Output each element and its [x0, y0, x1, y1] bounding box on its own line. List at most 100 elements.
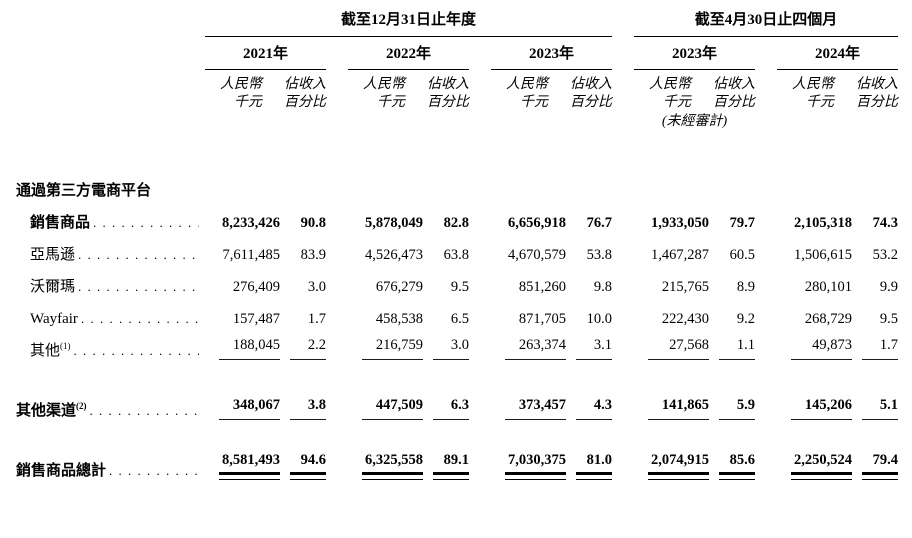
row-label-cell: 銷售商品 — [0, 200, 205, 232]
cell-value: 4,526,473 — [365, 247, 423, 264]
cell-value: 79.4 — [852, 448, 899, 480]
column-spacer — [755, 69, 777, 93]
cell-value: 1,506,615 — [794, 247, 853, 264]
cell-value: 53.8 — [586, 247, 613, 264]
cell-value: 9.5 — [450, 279, 469, 296]
cell-value: 447,509 — [348, 388, 423, 420]
cell-value: 2,105,318 — [794, 215, 853, 232]
spacer-row — [0, 130, 898, 170]
column-spacer — [326, 200, 348, 232]
footnote-marker: (1) — [60, 340, 71, 351]
cell-value: 5.1 — [852, 388, 899, 420]
rmb-header: 人民幣 — [506, 76, 548, 92]
cell-value: 60.5 — [729, 247, 756, 264]
column-spacer — [326, 388, 348, 420]
column-spacer — [755, 448, 777, 480]
column-spacer — [612, 296, 634, 328]
rmb-header: 人民幣 — [649, 76, 692, 92]
rmb-unit-header: 千元 — [234, 94, 262, 110]
cell-value: 1,933,050 — [651, 215, 710, 232]
column-spacer — [612, 37, 634, 69]
rmb-unit-header: 千元 — [806, 94, 835, 110]
column-spacer — [469, 37, 491, 69]
cell-value: 8.9 — [736, 279, 756, 296]
cell-value: 263,374 — [491, 328, 566, 360]
row-label: Wayfair — [30, 310, 78, 327]
column-spacer — [755, 388, 777, 420]
corner-cell — [0, 111, 205, 130]
cell-value: 49,873 — [777, 328, 853, 360]
column-spacer — [469, 328, 491, 360]
table-row-other-channels: 其他渠道(2) 348,067 3.8 447,509 6.3 373,457 … — [0, 388, 899, 420]
cell-value: 2,250,524 — [777, 448, 853, 480]
cell-value: 3.1 — [566, 328, 613, 360]
cell-value: 9.9 — [879, 279, 899, 296]
table-row-amazon: 亞馬遜 7,611,485 83.9 4,526,473 63.8 4,670,… — [0, 232, 898, 264]
table-row-section: 通過第三方電商平台 — [0, 170, 898, 200]
pct-header: 佔收入 — [284, 76, 326, 92]
column-spacer — [612, 388, 634, 420]
cell-value: 79.7 — [729, 215, 756, 232]
column-spacer — [612, 69, 634, 93]
empty-cell — [348, 111, 469, 130]
empty-cell — [491, 111, 612, 130]
column-spacer — [755, 296, 777, 328]
cell-value: 6.3 — [423, 388, 469, 420]
column-spacer — [469, 111, 491, 130]
column-spacer — [612, 12, 634, 37]
rmb-unit-header: 千元 — [377, 94, 405, 110]
pct-unit-header: 百分比 — [856, 94, 899, 110]
row-label-cell: Wayfair — [0, 296, 205, 328]
cell-value: 3.0 — [307, 279, 326, 296]
cell-value: 280,101 — [804, 279, 853, 296]
cell-value: 216,759 — [348, 328, 423, 360]
cell-value: 76.7 — [586, 215, 613, 232]
spacer-row — [0, 420, 898, 448]
cell-value: 2,074,915 — [634, 448, 710, 480]
cell-value: 63.8 — [443, 247, 469, 264]
column-spacer — [326, 111, 348, 130]
cell-value: 90.8 — [300, 215, 326, 232]
cell-value: 9.5 — [879, 311, 899, 328]
column-spacer — [612, 448, 634, 480]
cell-value: 83.9 — [300, 247, 326, 264]
revenue-by-channel-table: 截至12月31日止年度 截至4月30日止四個月 2021年 2022年 2023… — [0, 12, 899, 480]
rmb-unit-header: 千元 — [663, 94, 692, 110]
spacer-cell — [0, 420, 898, 448]
pct-header: 佔收入 — [713, 76, 756, 92]
rmb-unit-header: 千元 — [520, 94, 548, 110]
rmb-header: 人民幣 — [363, 76, 405, 92]
cell-value: 676,279 — [375, 279, 423, 296]
cell-value: 9.8 — [593, 279, 613, 296]
period-group-header-row: 截至12月31日止年度 截至4月30日止四個月 — [0, 12, 899, 38]
corner-cell — [0, 12, 205, 37]
spacer-cell — [0, 360, 898, 388]
rmb-header: 人民幣 — [792, 76, 835, 92]
column-spacer — [326, 264, 348, 296]
unit-header-row-1: 人民幣 佔收入 人民幣 佔收入 人民幣 佔收入 人民幣 佔收入 人民幣 佔收入 — [0, 69, 898, 93]
cell-value: 85.6 — [709, 448, 756, 480]
cell-value: 145,206 — [777, 388, 853, 420]
spacer-cell — [0, 130, 898, 170]
column-spacer — [612, 264, 634, 296]
table-row-walmart: 沃爾瑪 276,409 3.0 676,279 9.5 851,260 9.8 … — [0, 264, 898, 296]
cell-value: 27,568 — [634, 328, 710, 360]
cell-value: 8,581,493 — [205, 448, 280, 480]
row-label-cell: 銷售商品總計 — [0, 448, 205, 480]
pct-header: 佔收入 — [427, 76, 469, 92]
cell-value: 222,430 — [661, 311, 710, 328]
period-group-four-months: 截至4月30日止四個月 — [634, 12, 899, 38]
cell-value: 3.0 — [423, 328, 469, 360]
column-spacer — [755, 93, 777, 111]
unaudited-note: (未經審計) — [661, 113, 728, 129]
year-header-2023: 2023年 — [491, 36, 613, 70]
cell-value: 871,705 — [518, 311, 566, 328]
cell-value: 5,878,049 — [365, 215, 423, 232]
cell-value: 268,729 — [804, 311, 853, 328]
unaudited-note-row: (未經審計) — [0, 111, 898, 130]
cell-value: 6,325,558 — [348, 448, 423, 480]
column-spacer — [612, 232, 634, 264]
table-row-sales: 銷售商品 8,233,426 90.8 5,878,049 82.8 6,656… — [0, 200, 898, 232]
pct-header: 佔收入 — [856, 76, 899, 92]
column-spacer — [326, 448, 348, 480]
